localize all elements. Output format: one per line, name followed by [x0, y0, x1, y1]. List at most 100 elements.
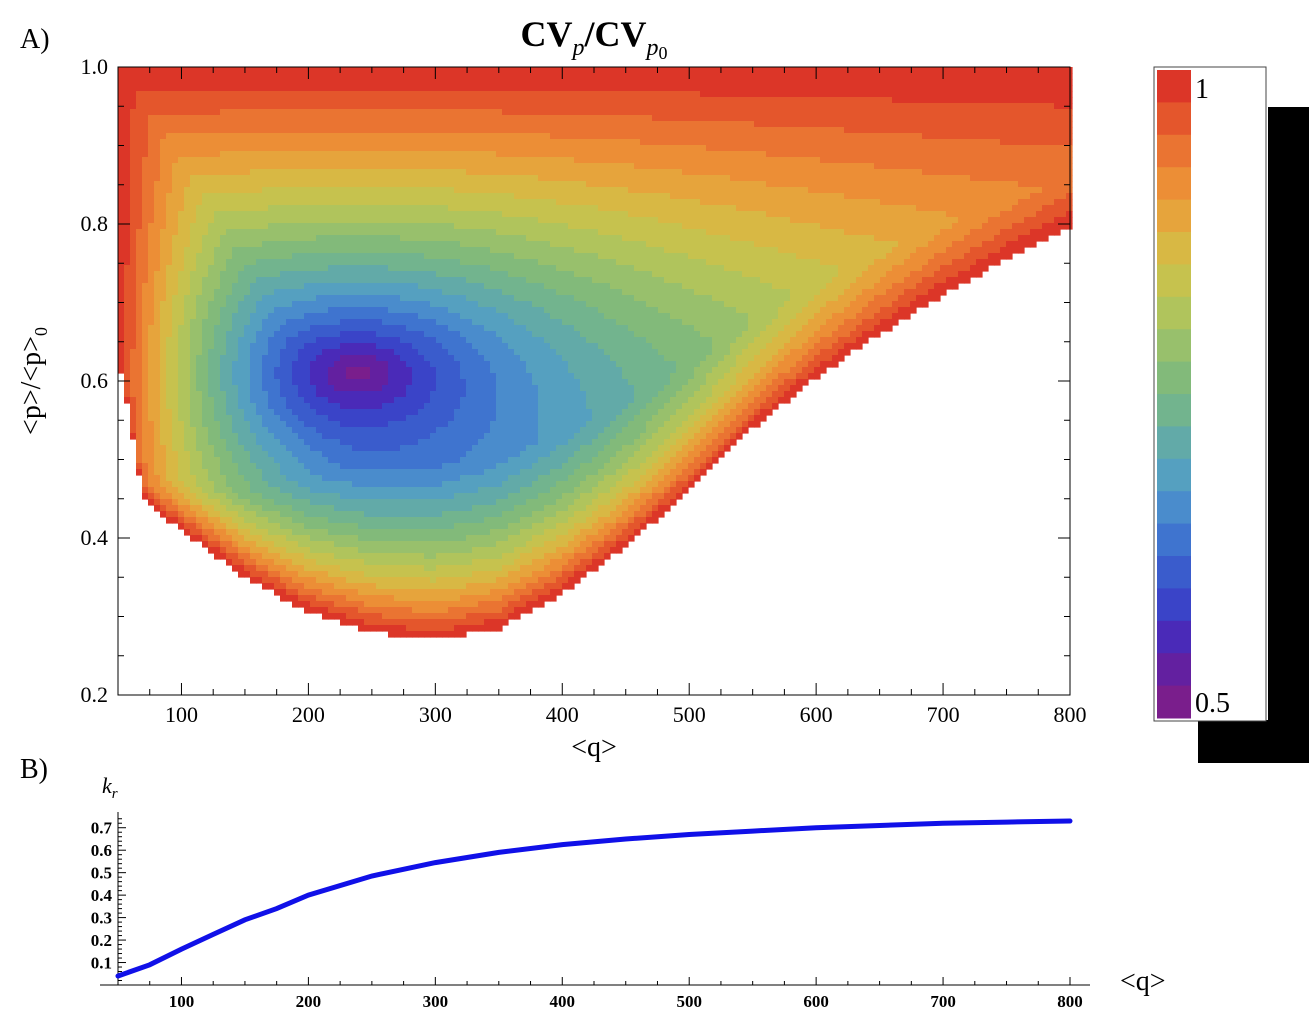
heatmap-cell: [124, 235, 131, 242]
heatmap-cell: [346, 73, 353, 80]
heatmap-cell: [178, 295, 185, 302]
heatmap-cell: [412, 469, 419, 476]
heatmap-cell: [394, 415, 401, 422]
heatmap-cell: [310, 211, 317, 218]
heatmap-cell: [460, 619, 467, 626]
heatmap-cell: [322, 505, 329, 512]
heatmap-cell: [124, 295, 131, 302]
heatmap-cell: [448, 439, 455, 446]
heatmap-cell: [214, 79, 221, 86]
heatmap-cell: [232, 145, 239, 152]
heatmap-cell: [166, 361, 173, 368]
heatmap-cell: [364, 427, 371, 434]
heatmap-cell: [166, 331, 173, 338]
heatmap-cell: [184, 499, 191, 506]
heatmap-cell: [310, 67, 317, 74]
heatmap-cell: [400, 529, 407, 536]
heatmap-cell: [370, 433, 377, 440]
heatmap-cell: [190, 187, 197, 194]
heatmap-cell: [436, 523, 443, 530]
heatmap-cell: [436, 271, 443, 278]
heatmap-cell: [424, 421, 431, 428]
heatmap-cell: [454, 547, 461, 554]
heatmap-cell: [460, 373, 467, 380]
heatmap-cell: [370, 427, 377, 434]
heatmap-cell: [202, 103, 209, 110]
heatmap-cell: [148, 331, 155, 338]
heatmap-cell: [274, 121, 281, 128]
heatmap-cell: [244, 301, 251, 308]
heatmap-cell: [352, 193, 359, 200]
heatmap-cell: [400, 277, 407, 284]
heatmap-cell: [334, 259, 341, 266]
heatmap-cell: [370, 181, 377, 188]
heatmap-cell: [436, 181, 443, 188]
heatmap-cell: [406, 175, 413, 182]
heatmap-cell: [268, 331, 275, 338]
heatmap-cell: [436, 535, 443, 542]
heatmap-cell: [292, 511, 299, 518]
heatmap-cell: [334, 505, 341, 512]
heatmap-cell: [190, 289, 197, 296]
heatmap-cell: [232, 337, 239, 344]
heatmap-cell: [274, 205, 281, 212]
heatmap-cell: [286, 319, 293, 326]
heatmap-cell: [304, 109, 311, 116]
heatmap-cell: [232, 469, 239, 476]
heatmap-cell: [130, 157, 137, 164]
heatmap-cell: [118, 343, 125, 350]
heatmap-cell: [322, 283, 329, 290]
heatmap-cell: [406, 277, 413, 284]
heatmap-cell: [328, 355, 335, 362]
heatmap-cell: [238, 331, 245, 338]
heatmap-cell: [382, 499, 389, 506]
heatmap-cell: [382, 295, 389, 302]
heatmap-cell: [322, 277, 329, 284]
heatmap-cell: [244, 139, 251, 146]
heatmap-cell: [238, 181, 245, 188]
heatmap-cell: [460, 73, 467, 80]
heatmap-cell: [262, 139, 269, 146]
heatmap-cell: [322, 313, 329, 320]
heatmap-cell: [196, 217, 203, 224]
heatmap-cell: [310, 391, 317, 398]
heatmap-cell: [178, 379, 185, 386]
heatmap-cell: [172, 487, 179, 494]
heatmap-cell: [202, 127, 209, 134]
heatmap-cell: [160, 439, 167, 446]
heatmap-cell: [238, 247, 245, 254]
heatmap-cell: [202, 493, 209, 500]
heatmap-cell: [262, 349, 269, 356]
heatmap-cell: [178, 277, 185, 284]
heatmap-cell: [316, 187, 323, 194]
heatmap-cell: [142, 115, 149, 122]
heatmap-cell: [178, 241, 185, 248]
heatmap-cell: [316, 193, 323, 200]
heatmap-cell: [208, 511, 215, 518]
heatmap-cell: [130, 403, 137, 410]
heatmap-cell: [322, 307, 329, 314]
heatmap-cell: [442, 151, 449, 158]
heatmap-cell: [124, 199, 131, 206]
heatmap-cell: [442, 295, 449, 302]
heatmap-cell: [220, 325, 227, 332]
heatmap-cell: [142, 289, 149, 296]
heatmap-cell: [124, 301, 131, 308]
heatmap-cell: [460, 415, 467, 422]
heatmap-cell: [352, 439, 359, 446]
heatmap-cell: [166, 319, 173, 326]
heatmap-cell: [358, 217, 365, 224]
heatmap-cell: [406, 499, 413, 506]
heatmap-cell: [136, 361, 143, 368]
heatmap-cell: [304, 541, 311, 548]
heatmap-cell: [154, 409, 161, 416]
heatmap-cell: [406, 67, 413, 74]
heatmap-cell: [226, 541, 233, 548]
heatmap-cell: [148, 325, 155, 332]
heatmap-cell: [382, 253, 389, 260]
heatmap-cell: [172, 445, 179, 452]
heatmap-cell: [316, 565, 323, 572]
heatmap-cell: [214, 529, 221, 536]
heatmap-cell: [304, 379, 311, 386]
heatmap-cell: [310, 289, 317, 296]
